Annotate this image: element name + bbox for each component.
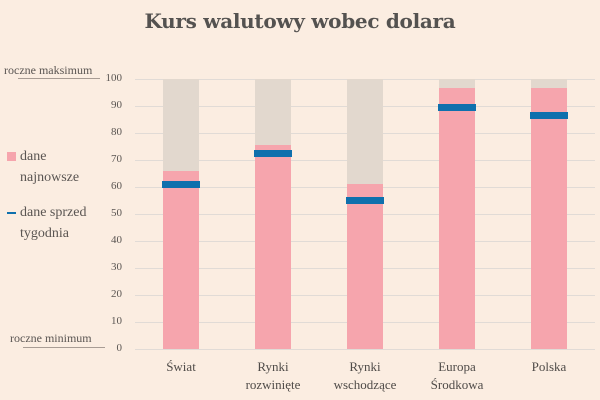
x-tick-label: Rynki rozwinięte [218,358,328,394]
x-tick-label: Europa Środkowa [402,358,512,394]
gridline [135,349,595,350]
y-tick-label: 60 [111,180,122,192]
data-bar [255,145,291,349]
legend-label-line2: tygodnia [20,226,69,241]
x-tick-label-line: Świat [166,359,196,374]
x-tick-label: Polska [494,358,600,376]
chart-title: Kurs walutowy wobec dolara [144,9,456,33]
y-tick-label: 30 [111,261,122,273]
week-ago-marker [346,197,384,204]
annotation-max-underline [18,78,100,79]
week-ago-marker [162,180,200,188]
annotation-min-underline [23,347,105,348]
legend-label-line1: dane sprzed [20,205,87,220]
y-tick-label: 70 [111,153,122,165]
legend-label-line2: najnowsze [20,170,80,185]
x-tick-label-line: Europa [438,359,476,374]
y-tick-label: 50 [111,207,122,219]
x-tick-label-line: wschodzące [333,377,397,392]
x-tick-label: Rynki wschodzące [310,358,420,394]
data-bar [531,88,567,349]
y-tick-label: 100 [105,72,123,84]
y-tick-label: 20 [111,288,122,300]
x-tick-label-line: Polska [531,359,567,374]
legend-item-week-ago: dane sprzed tygodnia [7,202,87,244]
x-tick-label-line: rozwinięte [245,377,301,392]
legend-item-latest: dane najnowsze [7,146,80,188]
data-bar [163,170,199,349]
x-tick-label-line: Rynki [349,359,381,374]
legend-swatch-pink-square-icon [7,152,16,161]
annotation-annual-max: roczne maksimum [4,63,93,77]
legend-swatch-blue-dash-icon [7,212,16,214]
y-tick-label: 0 [116,342,123,354]
week-ago-marker [530,111,568,119]
week-ago-marker [438,103,476,111]
x-tick-label-line: Środkowa [430,377,484,392]
x-tick-label-line: Rynki [257,359,289,374]
annotation-annual-min: roczne minimum [10,331,92,345]
y-tick-label: 40 [111,234,122,246]
y-tick-label: 90 [111,99,122,111]
data-bar [347,184,383,349]
data-bar [439,88,475,349]
x-tick-label: Świat [126,358,236,376]
y-tick-label: 10 [111,315,122,327]
legend-label-line1: dane [20,149,47,164]
week-ago-marker [254,149,292,157]
y-tick-label: 80 [111,126,122,138]
